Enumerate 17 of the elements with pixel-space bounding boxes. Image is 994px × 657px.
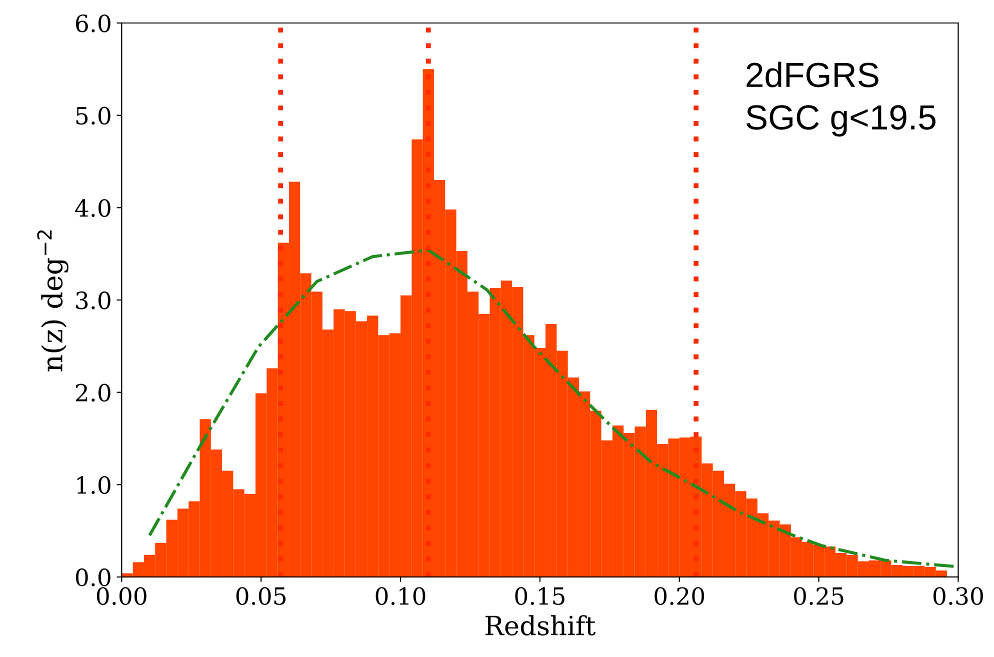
x-tick-label: 0.20: [654, 587, 704, 605]
y-axis-title: n(z) deg$^{−2}$: [37, 230, 68, 372]
y-tick-label: 6.0: [76, 14, 110, 32]
x-tick-label: 0.05: [236, 587, 286, 605]
x-tick-label: 0.30: [933, 587, 983, 605]
y-tick-label: 0.0: [76, 568, 110, 586]
y-tick-label: 2.0: [76, 384, 110, 402]
y-tick-label: 1.0: [77, 476, 110, 494]
y-tick-label: 3.0: [76, 291, 110, 310]
x-tick-label: 0.00: [96, 587, 146, 605]
x-tick-label: 0.10: [376, 587, 426, 605]
annotation: 2dFGRS SGC g<19.5: [746, 62, 936, 137]
y-tick-label: 4.0: [75, 199, 110, 217]
x-axis-title: Redshift: [486, 615, 596, 636]
x-tick-label: 0.25: [794, 587, 844, 605]
y-tick-label: 5.0: [76, 106, 110, 125]
x-tick-label: 0.15: [515, 587, 564, 605]
